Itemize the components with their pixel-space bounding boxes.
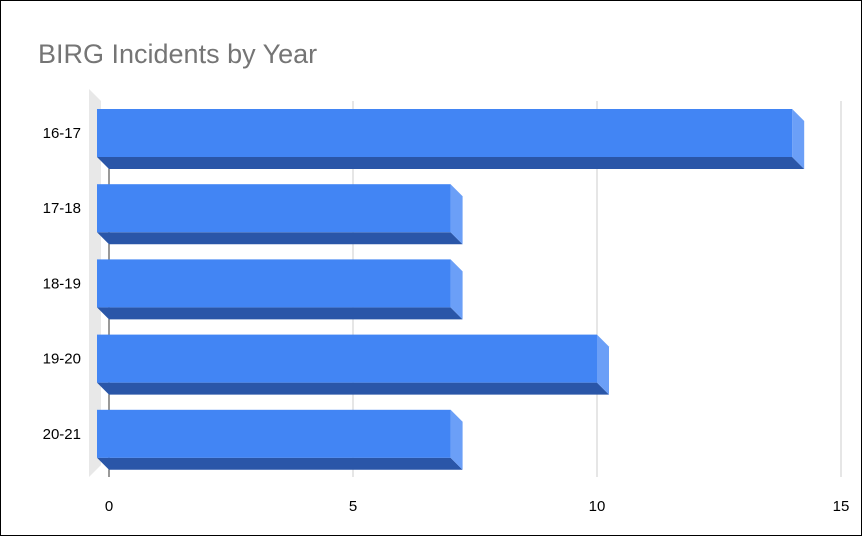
bar-end-face xyxy=(450,184,463,245)
bar-bottom-face xyxy=(97,232,463,245)
bar xyxy=(97,109,805,169)
bar-end-face xyxy=(450,259,463,320)
x-tick-label: 5 xyxy=(349,498,357,515)
bar-front-face xyxy=(97,334,597,383)
bar-bottom-face xyxy=(97,307,463,320)
bar-front-face xyxy=(97,259,451,308)
bar-bottom-face xyxy=(97,157,805,169)
y-tick-label: 18-19 xyxy=(43,275,81,292)
x-tick-label: 10 xyxy=(589,498,606,515)
bar-front-face xyxy=(97,184,451,233)
bar-bottom-face xyxy=(97,382,609,395)
y-tick-label: 20-21 xyxy=(43,426,81,443)
bar xyxy=(97,409,463,470)
bar-bottom-face xyxy=(97,457,463,470)
bar-end-face xyxy=(597,334,609,395)
x-tick-label: 15 xyxy=(833,498,850,515)
x-tick-label: 0 xyxy=(105,498,113,515)
y-tick-label: 16-17 xyxy=(43,125,81,142)
y-tick-label: 17-18 xyxy=(43,200,81,217)
bar-front-face xyxy=(97,109,793,157)
y-tick-label: 19-20 xyxy=(43,351,81,368)
bar xyxy=(97,334,609,395)
bar-front-face xyxy=(97,409,451,458)
bar-end-face xyxy=(792,109,805,169)
bar xyxy=(97,184,463,245)
bar xyxy=(97,259,463,320)
chart-title: BIRG Incidents by Year xyxy=(38,39,318,69)
bar-end-face xyxy=(450,409,463,470)
